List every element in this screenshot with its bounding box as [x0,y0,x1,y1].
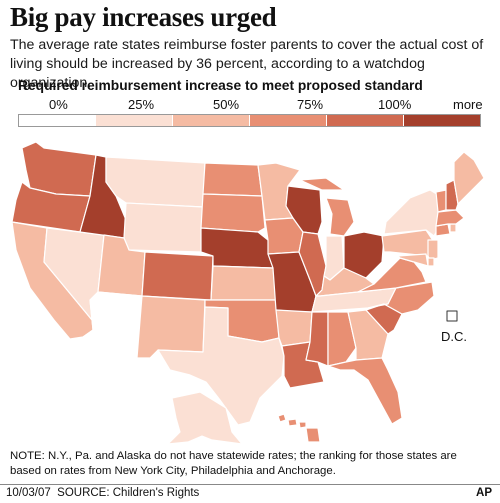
state-SD [200,193,266,233]
footer-divider [0,484,500,485]
footer-date: 10/03/07 [6,487,51,499]
footnote: NOTE: N.Y., Pa. and Alaska do not have s… [10,450,457,477]
legend-label-75: 75% [297,97,324,112]
state-WY [123,202,204,253]
state-DE [427,257,435,267]
legend-swatch-25 [96,115,173,126]
legend-label-0: 0% [49,97,68,112]
legend-label-50: 50% [213,97,240,112]
footer-source: SOURCE: Children's Rights [57,487,200,499]
legend-title: Required reimbursement increase to meet … [18,78,423,93]
state-KS [210,265,277,301]
legend-swatch-0 [19,115,96,126]
map-title: Big pay increases urged [10,2,277,32]
legend-swatch-50 [173,115,250,126]
legend-swatch-100 [327,115,404,126]
footer-source-line: 10/03/07 SOURCE: Children's Rights [6,487,199,499]
state-ND [202,162,263,197]
legend-label-25: 25% [128,97,155,112]
state-MD [397,253,429,267]
map-subtitle: The average rate states reimburse foster… [10,37,484,91]
state-NY [383,189,445,237]
footer-credit: AP [476,487,492,499]
legend-swatch-75 [250,115,327,126]
state-VT [435,189,447,213]
legend-color-scale [18,114,481,127]
legend-labels: 0% 25% 50% 75% 100% more [0,97,500,113]
state-NC [367,281,435,315]
state-ME [453,151,485,205]
legend-label-more: more [453,97,483,112]
us-choropleth-map [11,141,485,445]
state-AK [167,391,243,445]
state-AL [327,311,357,367]
state-AR [275,309,313,347]
state-DC [446,310,458,322]
state-TX [157,306,285,426]
legend-label-100: 100% [378,97,412,112]
state-MT [105,156,206,208]
state-RI [449,223,457,233]
dc-label: D.C. [441,329,467,344]
state-FL [327,357,403,425]
state-NM [136,295,206,359]
state-CO [141,251,214,301]
legend-swatch-more [404,115,480,126]
state-MA [435,209,465,227]
state-HI [277,413,321,443]
state-WA [21,141,97,197]
state-NJ [427,239,439,261]
